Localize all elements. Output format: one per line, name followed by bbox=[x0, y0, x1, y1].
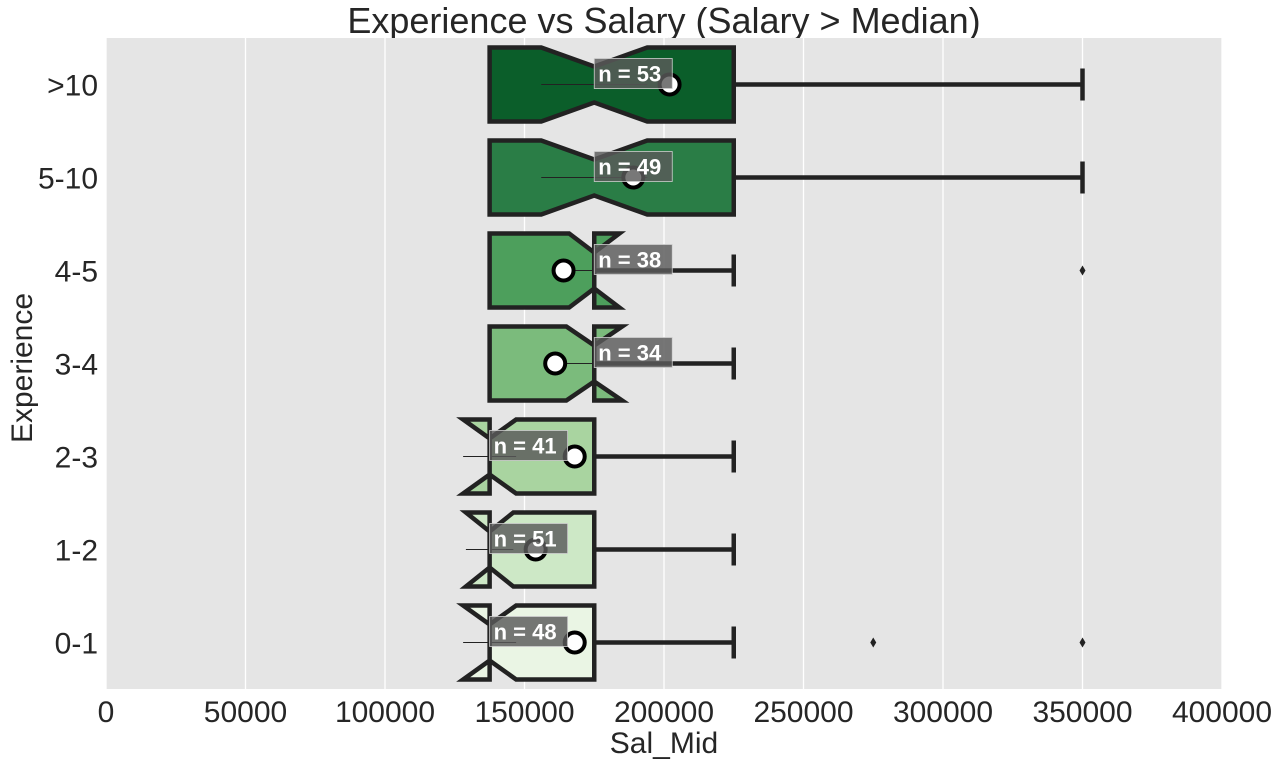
n-label-box bbox=[593, 337, 673, 368]
n-label: n = 51 bbox=[494, 527, 557, 552]
x-tick-label: 250000 bbox=[753, 696, 853, 729]
x-tick-labels: 0 50000 100000 150000 200000 250000 300000 3500… bbox=[98, 696, 1272, 729]
outlier-point bbox=[1079, 637, 1086, 648]
outlier-point bbox=[870, 637, 877, 648]
y-axis-label: Experience bbox=[6, 293, 39, 443]
x-tick-label: 300000 bbox=[893, 696, 993, 729]
chart-title: Experience vs Salary (Salary > Median) bbox=[347, 0, 980, 41]
n-label: n = 41 bbox=[494, 434, 557, 459]
x-tick-label: 50000 bbox=[204, 696, 287, 729]
box-marks bbox=[456, 45, 1086, 682]
n-label-box bbox=[489, 523, 569, 554]
y-tick-label: >10 bbox=[47, 70, 98, 103]
n-label: n = 53 bbox=[598, 62, 661, 87]
n-label: n = 49 bbox=[598, 155, 661, 180]
x-tick-label: 0 bbox=[98, 696, 115, 729]
mean-marker bbox=[551, 258, 576, 283]
n-label-box bbox=[593, 58, 673, 89]
n-label: n = 48 bbox=[494, 620, 557, 645]
x-tick-label: 150000 bbox=[474, 696, 574, 729]
n-label: n = 34 bbox=[598, 341, 662, 366]
x-axis-label: Sal_Mid bbox=[610, 727, 718, 760]
x-tick-label: 200000 bbox=[614, 696, 714, 729]
y-tick-label: 1-2 bbox=[55, 535, 98, 568]
x-tick-label: 100000 bbox=[335, 696, 435, 729]
n-label-box bbox=[593, 151, 673, 182]
n-label-box bbox=[489, 430, 569, 461]
n-labels: n = 53 n = 49 n = 38 n = 34 n = 41 n = 51 n = … bbox=[489, 58, 673, 647]
outlier-point bbox=[1079, 265, 1086, 276]
y-tick-label: 5-10 bbox=[38, 163, 98, 196]
x-tick-label: 400000 bbox=[1172, 696, 1272, 729]
x-tick-label: 350000 bbox=[1032, 696, 1132, 729]
y-tick-label: 2-3 bbox=[55, 442, 98, 475]
n-label: n = 38 bbox=[598, 248, 661, 273]
n-label-box bbox=[593, 244, 673, 275]
y-tick-label: 4-5 bbox=[55, 256, 98, 289]
mean-marker bbox=[543, 351, 568, 376]
y-tick-label: 0-1 bbox=[55, 628, 98, 661]
y-tick-label: 3-4 bbox=[55, 349, 98, 382]
n-label-box bbox=[489, 616, 569, 647]
y-tick-labels: >10 5-10 4-5 3-4 2-3 1-2 0-1 bbox=[38, 70, 98, 661]
